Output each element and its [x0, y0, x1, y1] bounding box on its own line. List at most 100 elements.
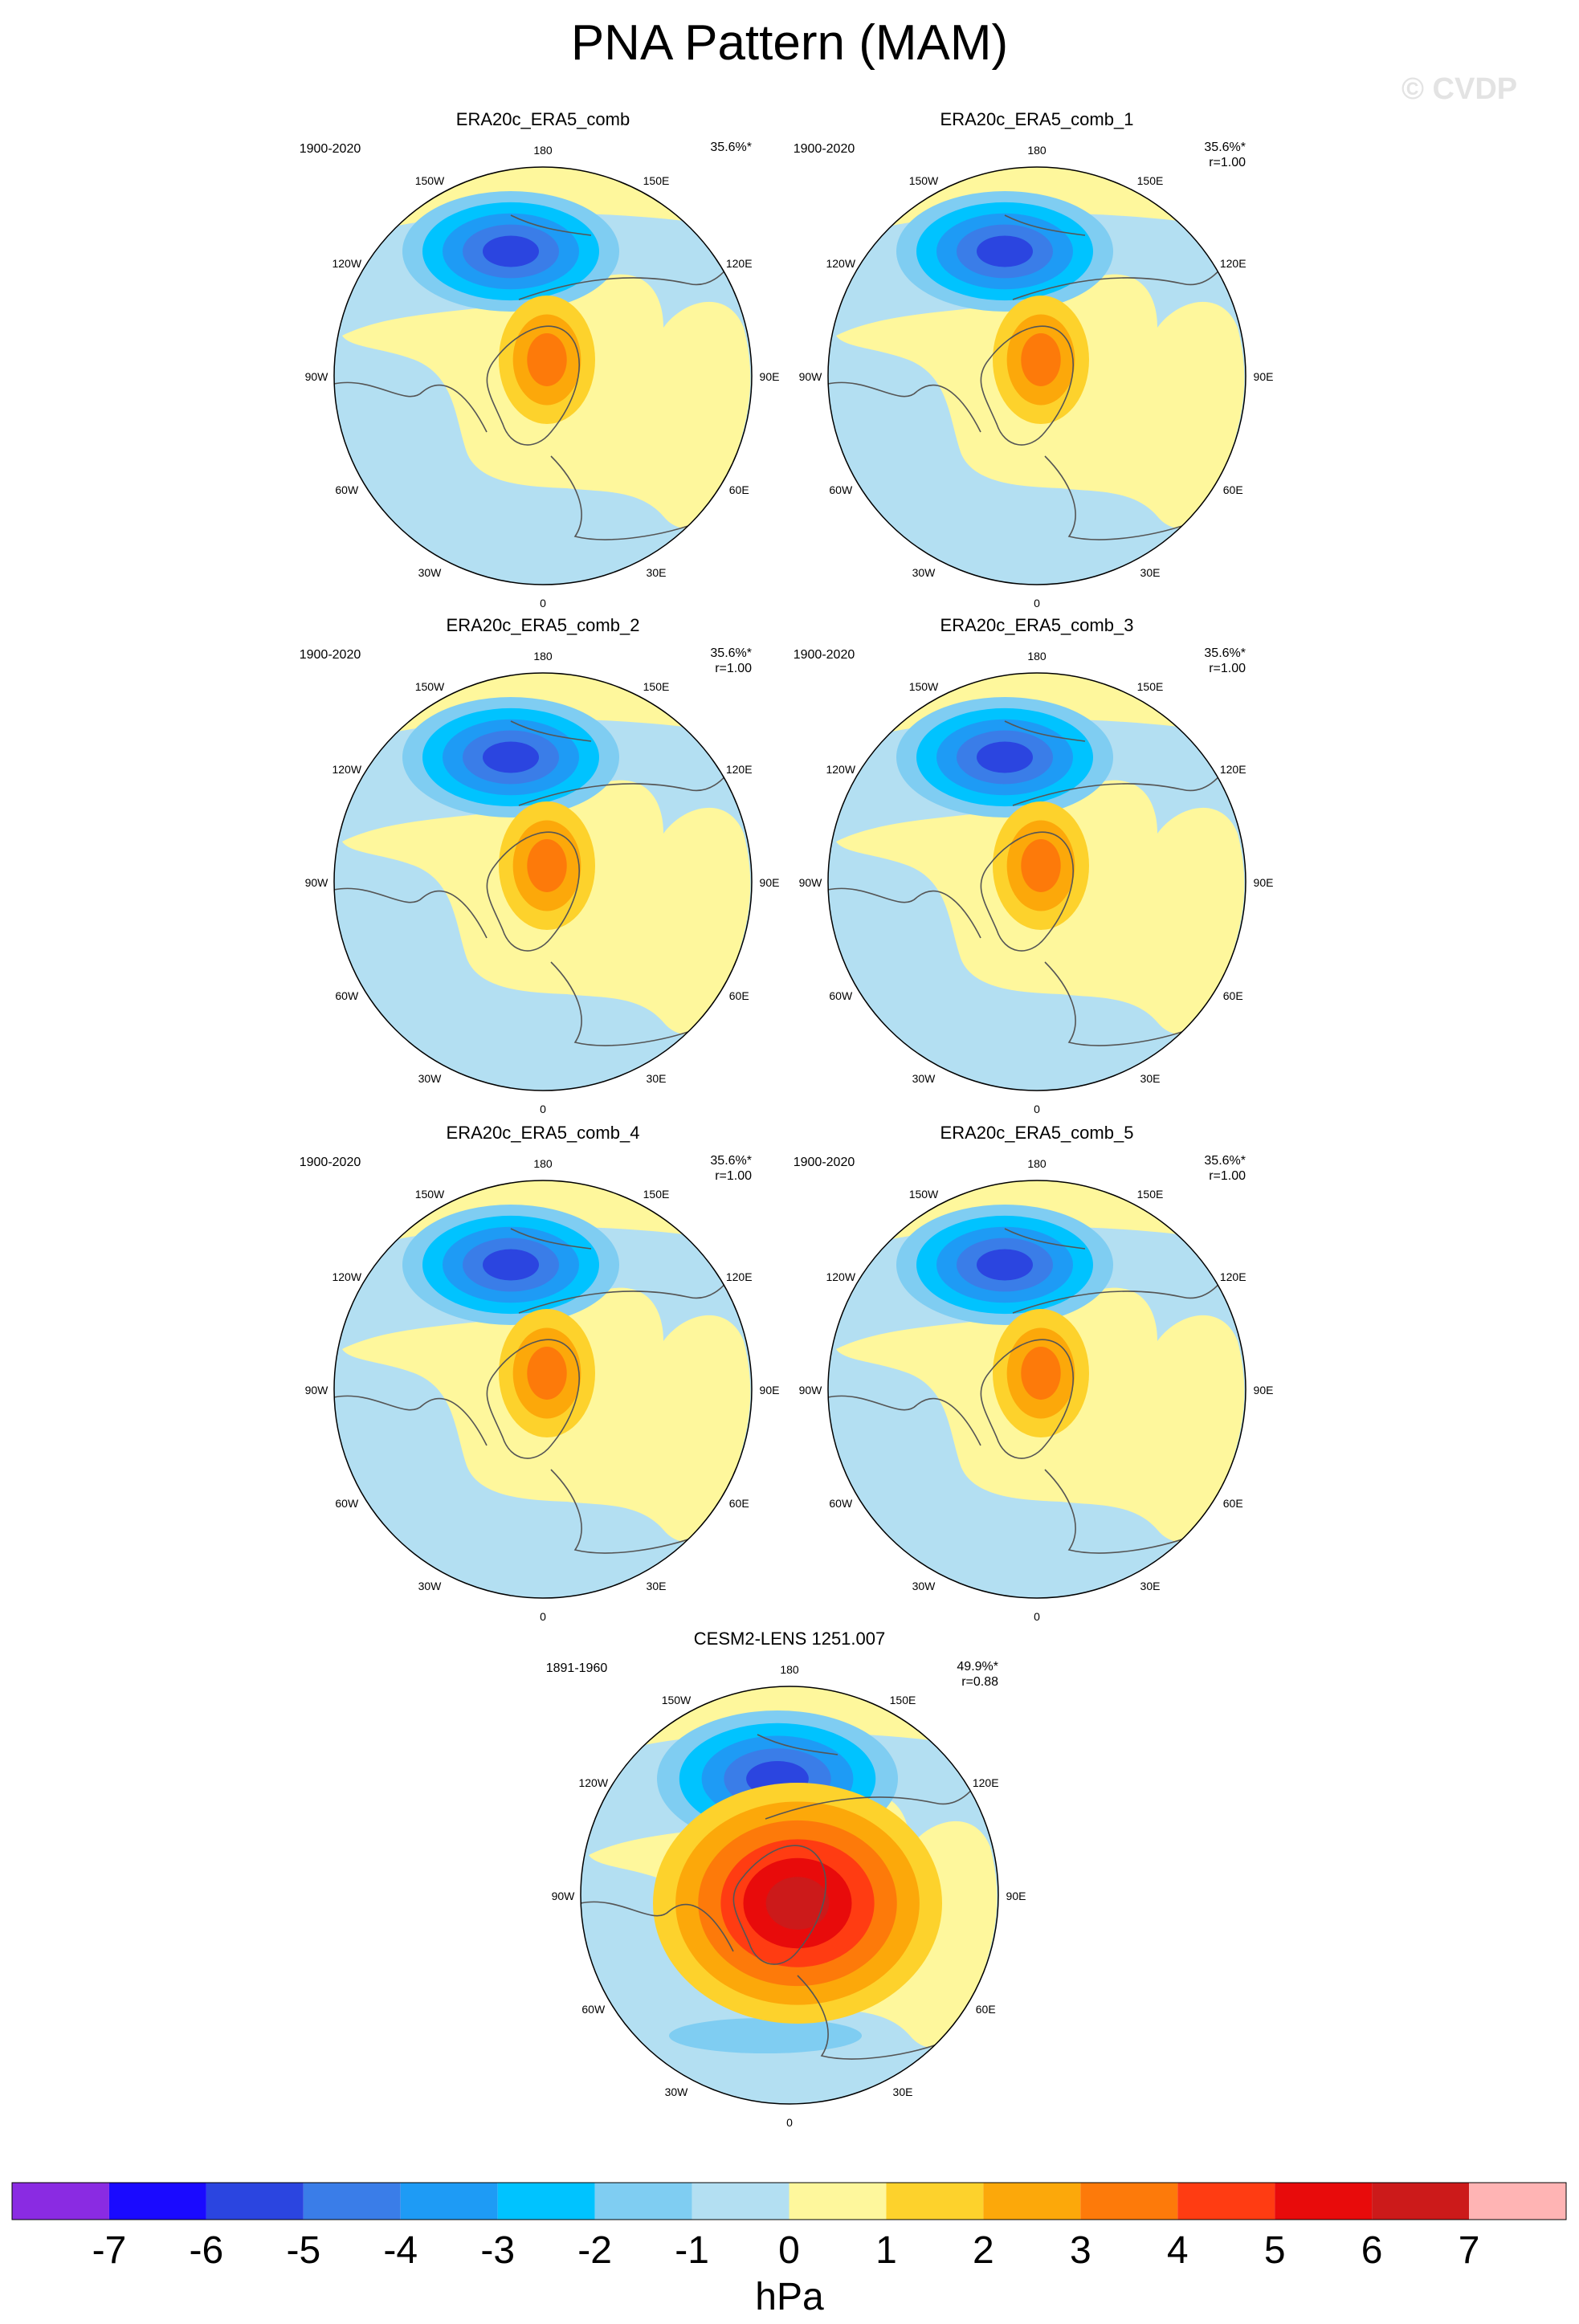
panel-variance: 49.9%* — [957, 1660, 998, 1674]
longitude-label: 60E — [729, 483, 749, 496]
longitude-label: 60W — [581, 2003, 606, 2016]
colorbar-segment — [1177, 2183, 1275, 2220]
colorbar: -7 -6 -5 -4 -3 -2 -1 0 1 2 3 4 5 6 7 hPa — [11, 2182, 1567, 2318]
colorbar-segment — [886, 2183, 984, 2220]
longitude-label: 0 — [1034, 597, 1040, 610]
longitude-label: 120W — [826, 257, 855, 270]
longitude-label: 150W — [909, 680, 939, 693]
colorbar-tick-label: -6 — [190, 2229, 224, 2272]
panel-title: ERA20c_ERA5_comb_4 — [447, 1123, 640, 1143]
coastlines — [334, 720, 749, 1046]
longitude-label: 120E — [1220, 257, 1246, 270]
longitude-label: 60E — [729, 1497, 749, 1510]
panel-title: ERA20c_ERA5_comb_5 — [940, 1123, 1134, 1143]
panel-correlation: r=1.00 — [1209, 1169, 1246, 1183]
colorbar-frame — [11, 2182, 1567, 2220]
longitude-label: 60W — [335, 1497, 359, 1510]
colorbar-tick-label: 1 — [875, 2229, 897, 2272]
colorbar-tick-label: -3 — [480, 2229, 515, 2272]
negative-center — [977, 235, 1033, 267]
longitude-label: 30W — [912, 1580, 936, 1592]
longitude-label: 90W — [799, 876, 823, 889]
longitude-label: 90E — [1254, 1384, 1274, 1396]
map-field — [828, 167, 1246, 585]
panel-variance: 35.6%* — [710, 646, 752, 660]
longitude-label: 180 — [533, 650, 553, 663]
colorbar-tick-label: 4 — [1167, 2229, 1189, 2272]
longitude-label: 150E — [1137, 174, 1164, 187]
map-field — [334, 673, 752, 1091]
longitude-label: 150E — [1137, 680, 1164, 693]
longitude-label: 60E — [1223, 989, 1243, 1002]
longitude-label: 180 — [533, 1157, 553, 1170]
panel-years: 1900-2020 — [794, 142, 855, 156]
negative-center — [483, 1249, 539, 1281]
map-panel: CESM2-LENS 1251.007 1891-1960 49.9%*r=0.88… — [546, 1629, 1026, 2129]
longitude-label: 30W — [418, 566, 443, 579]
panel-title: ERA20c_ERA5_comb_2 — [447, 615, 640, 635]
longitude-label: 90W — [305, 370, 329, 383]
positive-center — [527, 1347, 567, 1400]
longitude-label: 150E — [1137, 1188, 1164, 1201]
panel-years: 1891-1960 — [546, 1661, 608, 1675]
panel-variance: 35.6%* — [710, 141, 752, 154]
panel-correlation: r=1.00 — [1209, 662, 1246, 675]
colorbar-segment — [1275, 2183, 1373, 2220]
panel-years: 1900-2020 — [300, 1156, 361, 1169]
positive-center — [1021, 1347, 1061, 1400]
longitude-label: 30W — [418, 1580, 443, 1592]
colorbar-tick-label: 7 — [1459, 2229, 1480, 2272]
colorbar-tick-label: 2 — [973, 2229, 994, 2272]
panel-variance: 35.6%* — [1204, 646, 1246, 660]
positive-center — [1021, 839, 1061, 892]
longitude-label: 150E — [643, 1188, 670, 1201]
longitude-label: 30E — [1140, 566, 1161, 579]
colorbar-tick-label: 5 — [1264, 2229, 1286, 2272]
longitude-label: 30E — [647, 1072, 667, 1085]
map-field — [828, 1180, 1246, 1598]
longitude-label: 150W — [415, 1188, 445, 1201]
longitude-label: 60W — [829, 1497, 853, 1510]
longitude-label: 180 — [1027, 650, 1047, 663]
longitude-label: 90E — [760, 370, 780, 383]
panel-correlation: r=0.88 — [961, 1675, 998, 1689]
panel-years: 1900-2020 — [794, 648, 855, 662]
longitude-label: 150W — [909, 174, 939, 187]
positive-center — [1021, 333, 1061, 386]
longitude-label: 180 — [1027, 1157, 1047, 1170]
colorbar-segment — [12, 2183, 109, 2220]
colorbar-tick-label: -5 — [286, 2229, 320, 2272]
longitude-label: 120W — [578, 1776, 608, 1789]
longitude-label: 120E — [726, 1270, 753, 1283]
longitude-label: 90W — [552, 1890, 576, 1902]
longitude-label: 150W — [662, 1694, 692, 1706]
map-boundary — [580, 1686, 999, 2105]
panel-correlation: r=1.00 — [715, 662, 752, 675]
longitude-label: 60W — [335, 483, 359, 496]
longitude-label: 30E — [893, 2085, 913, 2098]
longitude-label: 120W — [332, 763, 361, 776]
longitude-label: 150E — [890, 1694, 916, 1706]
map-boundary — [827, 672, 1246, 1091]
map-panels: ERA20c_ERA5_comb 1900-2020 35.6%* 180 150E 12… — [300, 109, 1274, 2129]
longitude-label: 120E — [973, 1776, 999, 1789]
map-field — [334, 167, 752, 585]
panel-title: ERA20c_ERA5_comb_3 — [940, 615, 1134, 635]
map-field — [581, 1686, 998, 2104]
colorbar-segment — [789, 2183, 887, 2220]
colorbar-tick-label: -1 — [675, 2229, 709, 2272]
map-field — [828, 673, 1246, 1091]
longitude-label: 120E — [1220, 763, 1246, 776]
map-panel: ERA20c_ERA5_comb_2 1900-2020 35.6%* r=1.00 1… — [300, 615, 780, 1115]
colorbar-segment — [1372, 2183, 1470, 2220]
longitude-label: 0 — [540, 597, 546, 610]
panel-correlation: r=1.00 — [1209, 156, 1246, 169]
colorbar-segment — [692, 2183, 790, 2220]
colorbar-tick-label: 0 — [778, 2229, 800, 2272]
colorbar-segment — [108, 2183, 206, 2220]
panel-variance: 35.6%* — [1204, 141, 1246, 154]
longitude-label: 60E — [1223, 483, 1243, 496]
longitude-label: 30E — [647, 566, 667, 579]
longitude-label: 150W — [415, 680, 445, 693]
